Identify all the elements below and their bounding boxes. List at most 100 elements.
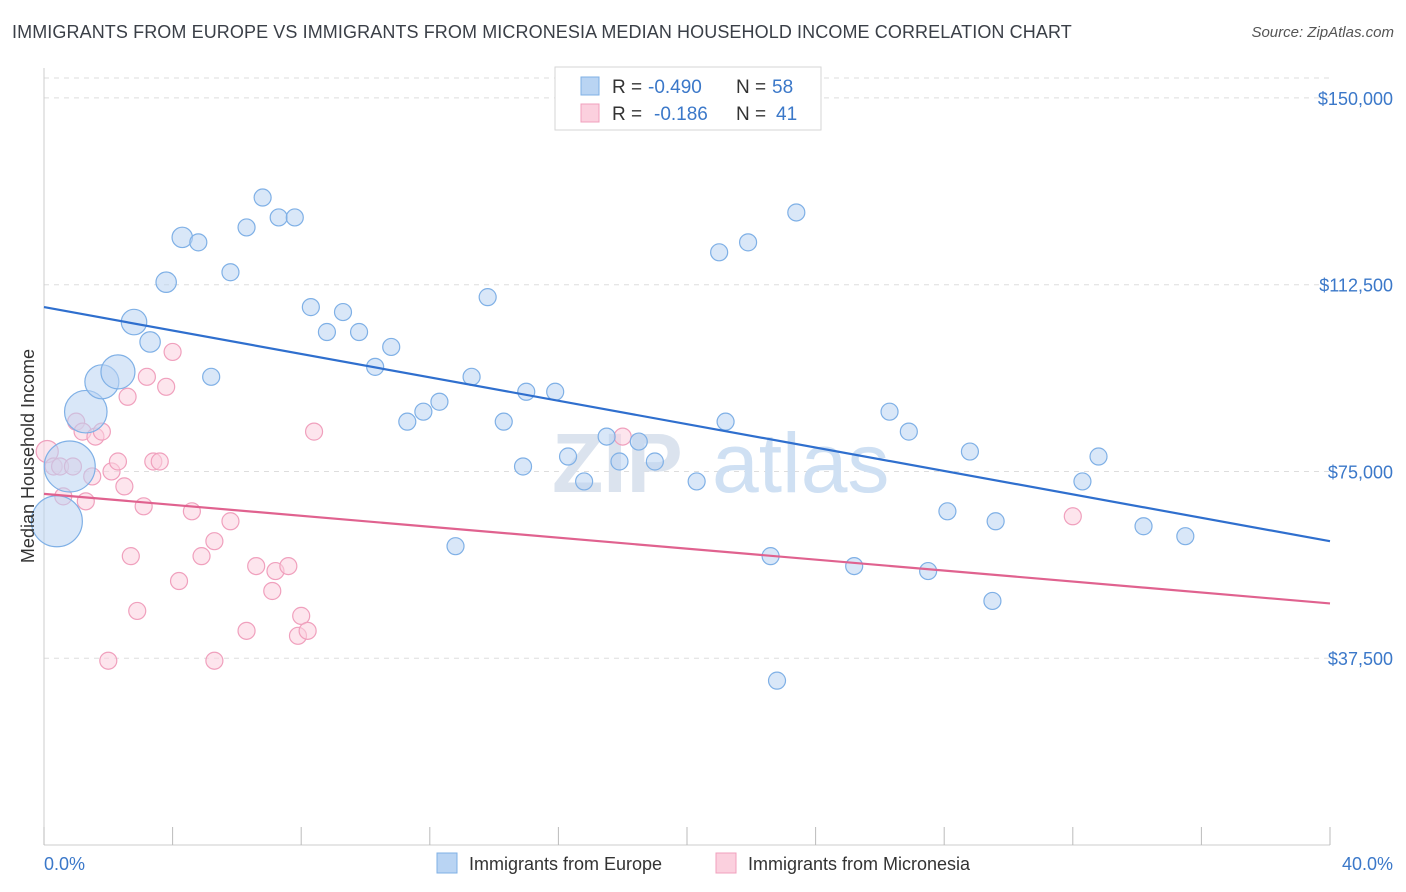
- point-europe: [716, 412, 735, 431]
- point-europe: [610, 452, 629, 471]
- point-micronesia: [263, 581, 282, 601]
- point-micronesia: [298, 621, 317, 640]
- point-micronesia: [76, 492, 95, 511]
- point-europe: [446, 537, 465, 556]
- axes: [43, 68, 1331, 846]
- point-europe: [237, 218, 256, 237]
- point-europe: [430, 392, 449, 411]
- point-micronesia: [192, 547, 211, 566]
- legend-n-value-2: 41: [776, 104, 797, 125]
- point-europe: [710, 243, 729, 262]
- legend-n-label-2: N =: [736, 104, 766, 125]
- point-europe: [983, 591, 1002, 611]
- point-europe: [787, 203, 806, 222]
- correlation-legend: R = -0.490 N = 58 R = -0.186 N = 41: [554, 66, 822, 131]
- point-europe: [960, 442, 980, 461]
- legend-swatch-micronesia-bottom: [715, 852, 737, 874]
- point-micronesia: [169, 571, 189, 591]
- legend-label-europe: Immigrants from Europe: [469, 854, 662, 874]
- point-europe: [349, 322, 369, 342]
- point-europe: [517, 382, 536, 401]
- point-europe: [398, 412, 417, 431]
- point-europe: [880, 402, 899, 421]
- gridlines: [44, 77, 1330, 659]
- point-europe: [189, 233, 208, 252]
- point-europe: [171, 226, 194, 249]
- point-europe: [629, 432, 648, 451]
- point-europe: [1134, 517, 1153, 536]
- point-europe: [986, 512, 1005, 531]
- legend-swatch-europe: [580, 76, 600, 96]
- point-europe: [100, 354, 136, 390]
- point-europe: [494, 412, 513, 431]
- point-europe: [221, 263, 240, 282]
- point-europe: [513, 457, 533, 476]
- point-europe: [546, 382, 565, 401]
- y-tick-label: $150,000: [1318, 89, 1393, 109]
- point-micronesia: [121, 547, 140, 566]
- point-micronesia: [279, 556, 298, 576]
- point-europe: [558, 447, 578, 466]
- point-europe: [285, 208, 304, 227]
- legend-r-value-2: -0.186: [654, 104, 708, 125]
- point-micronesia: [137, 367, 156, 386]
- point-europe: [414, 402, 433, 421]
- point-micronesia: [237, 621, 256, 640]
- legend-r-value-1: -0.490: [648, 77, 702, 98]
- y-tick-label: $75,000: [1328, 462, 1393, 482]
- point-europe: [645, 452, 664, 471]
- point-micronesia: [1063, 507, 1082, 526]
- point-micronesia: [205, 651, 224, 670]
- point-micronesia: [118, 387, 137, 406]
- point-europe: [301, 298, 320, 317]
- point-europe: [1089, 447, 1108, 466]
- point-europe: [43, 440, 96, 493]
- point-micronesia: [205, 532, 224, 551]
- point-europe: [63, 389, 108, 434]
- legend-n-value-1: 58: [772, 77, 793, 98]
- point-europe: [139, 331, 161, 353]
- point-europe: [738, 233, 758, 252]
- point-europe: [575, 472, 594, 491]
- point-europe: [597, 427, 616, 446]
- series-legend: Immigrants from Europe Immigrants from M…: [436, 852, 971, 874]
- chart-source: Source: ZipAtlas.com: [1251, 24, 1394, 41]
- y-tick-label: $112,500: [1319, 276, 1393, 296]
- point-micronesia: [128, 601, 147, 621]
- y-tick-label: $37,500: [1328, 649, 1393, 669]
- watermark-atlas: atlas: [712, 416, 889, 510]
- legend-swatch-micronesia: [580, 103, 600, 123]
- point-micronesia: [134, 497, 153, 516]
- point-micronesia: [108, 452, 128, 471]
- point-europe: [899, 422, 918, 441]
- point-europe: [687, 472, 706, 491]
- point-micronesia: [163, 342, 182, 362]
- point-micronesia: [221, 512, 240, 531]
- legend-n-label-1: N =: [736, 77, 766, 98]
- x-tick-label-start: 0.0%: [44, 854, 85, 874]
- point-europe: [767, 671, 787, 690]
- y-axis-ticks: $150,000 $112,500 $75,000 $37,500: [1318, 89, 1393, 669]
- legend-label-micronesia: Immigrants from Micronesia: [748, 854, 971, 874]
- point-europe: [919, 561, 938, 581]
- point-europe: [845, 556, 864, 576]
- point-europe: [1073, 472, 1092, 491]
- point-europe: [202, 367, 221, 386]
- point-micronesia: [99, 651, 118, 670]
- point-europe: [333, 302, 353, 322]
- point-europe: [253, 188, 272, 207]
- point-europe: [1176, 527, 1195, 546]
- point-micronesia: [150, 452, 169, 471]
- point-europe: [30, 495, 83, 548]
- trend-lines: [43, 306, 1331, 605]
- point-micronesia: [247, 556, 266, 576]
- chart-title: IMMIGRANTS FROM EUROPE VS IMMIGRANTS FRO…: [12, 22, 1072, 42]
- point-europe: [269, 208, 288, 227]
- point-europe: [478, 288, 497, 307]
- point-micronesia: [157, 377, 176, 396]
- point-micronesia: [115, 477, 134, 496]
- point-micronesia: [613, 427, 632, 446]
- point-europe: [317, 322, 337, 342]
- trend-line-micronesia: [43, 492, 1331, 605]
